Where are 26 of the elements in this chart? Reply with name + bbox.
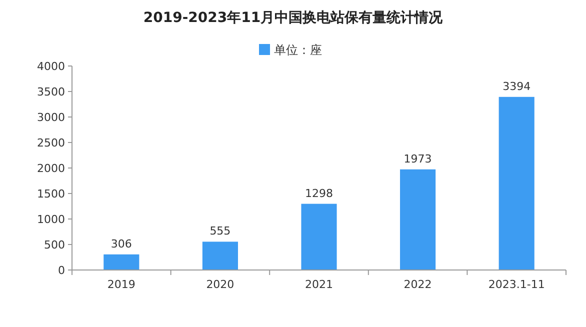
- chart-title: 2019-2023年11月中国换电站保有量统计情况: [143, 9, 444, 26]
- legend-label: 单位：座: [274, 43, 322, 57]
- x-tick-label: 2020: [206, 278, 234, 291]
- y-tick-label: 3000: [37, 111, 65, 124]
- x-tick-label: 2022: [404, 278, 432, 291]
- y-tick-label: 500: [44, 238, 65, 252]
- x-tick-label: 2019: [107, 278, 136, 291]
- data-label: 3394: [502, 80, 531, 93]
- y-tick-label: 2500: [37, 136, 65, 150]
- data-label: 1973: [404, 152, 432, 166]
- bar: [104, 254, 140, 270]
- data-label: 555: [210, 224, 231, 238]
- x-tick-label: 2021: [305, 278, 333, 291]
- y-tick-label: 4000: [37, 60, 65, 73]
- y-tick-label: 3500: [37, 86, 65, 98]
- x-tick-label: 2023.1-11: [488, 278, 545, 291]
- bar: [301, 204, 337, 270]
- bar: [498, 96, 534, 270]
- y-tick-label: 2000: [37, 162, 65, 175]
- y-tick-label: 1500: [37, 188, 65, 200]
- y-tick-label: 0: [58, 264, 65, 277]
- y-tick-label: 1000: [37, 213, 65, 226]
- data-label: 1298: [305, 186, 333, 200]
- data-label: 306: [110, 237, 132, 250]
- bar: [202, 242, 238, 270]
- bar: [400, 169, 436, 270]
